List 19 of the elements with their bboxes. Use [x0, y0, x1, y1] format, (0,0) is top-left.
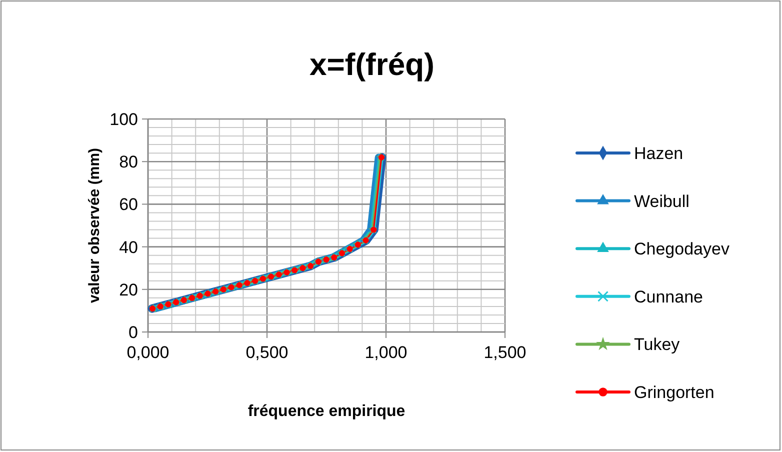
y-tick-label: 60 — [119, 195, 138, 214]
legend-label: Hazen — [634, 144, 684, 163]
x-tick-label: 1,000 — [364, 343, 408, 362]
x-tick-label: 0,500 — [246, 343, 288, 362]
y-tick-label: 0 — [128, 323, 138, 342]
legend-label: Gringorten — [634, 383, 714, 402]
y-tick-label: 80 — [119, 152, 138, 172]
chart-title: x=f(fréq) — [310, 47, 434, 82]
legend-label: Tukey — [634, 335, 680, 354]
y-tick-label: 20 — [119, 280, 138, 300]
legend-label: Cunnane — [634, 287, 704, 306]
legend-label: Chegodayev — [634, 240, 730, 259]
x-tick-label: 0,000 — [126, 343, 170, 362]
y-axis-title: valeur observée (mm) — [86, 148, 103, 304]
x-tick-label: 1,500 — [484, 343, 526, 362]
x-axis-title: fréquence empirique — [248, 403, 406, 420]
y-tick-label: 100 — [110, 110, 138, 129]
y-tick-label: 40 — [119, 238, 138, 257]
legend-label: Weibull — [634, 192, 690, 211]
